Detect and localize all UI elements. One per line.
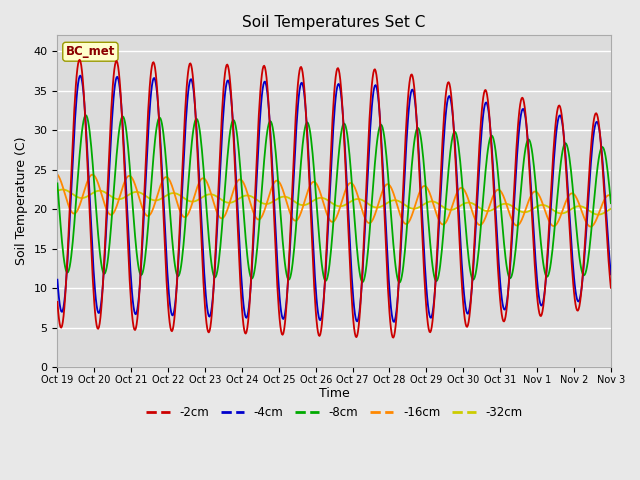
- -4cm: [558, 117, 566, 122]
- Line: -8cm: -8cm: [58, 115, 611, 283]
- -8cm: [176, 271, 184, 276]
- -2cm: [607, 285, 614, 291]
- -4cm: [200, 258, 207, 264]
- -16cm: [54, 172, 61, 178]
- -2cm: [76, 57, 84, 63]
- -16cm: [556, 214, 564, 220]
- -32cm: [607, 206, 614, 212]
- -32cm: [380, 202, 388, 208]
- -8cm: [558, 154, 566, 159]
- -4cm: [380, 189, 388, 195]
- Line: -16cm: -16cm: [58, 175, 611, 227]
- -2cm: [390, 335, 397, 340]
- -16cm: [175, 205, 182, 211]
- -16cm: [199, 175, 207, 181]
- -2cm: [326, 161, 334, 167]
- Line: -32cm: -32cm: [58, 190, 611, 215]
- -8cm: [82, 112, 90, 118]
- -4cm: [390, 319, 398, 325]
- -8cm: [326, 255, 334, 261]
- -8cm: [54, 180, 61, 186]
- -32cm: [59, 187, 67, 192]
- Y-axis label: Soil Temperature (C): Soil Temperature (C): [15, 137, 28, 265]
- X-axis label: Time: Time: [319, 387, 349, 400]
- -4cm: [436, 214, 444, 219]
- -2cm: [436, 199, 444, 205]
- -8cm: [607, 200, 614, 206]
- Line: -4cm: -4cm: [58, 76, 611, 322]
- -4cm: [77, 73, 84, 79]
- -32cm: [557, 211, 564, 216]
- -8cm: [380, 133, 388, 139]
- -8cm: [436, 268, 444, 274]
- -16cm: [587, 224, 595, 229]
- Legend: -2cm, -4cm, -8cm, -16cm, -32cm: -2cm, -4cm, -8cm, -16cm, -32cm: [141, 402, 527, 424]
- -32cm: [176, 192, 184, 198]
- -2cm: [558, 112, 566, 118]
- -32cm: [595, 212, 602, 217]
- -8cm: [396, 280, 403, 286]
- -16cm: [380, 186, 387, 192]
- -32cm: [200, 194, 207, 200]
- -4cm: [176, 236, 184, 242]
- -32cm: [435, 201, 442, 207]
- Line: -2cm: -2cm: [58, 60, 611, 337]
- -8cm: [200, 165, 207, 171]
- -16cm: [326, 217, 333, 223]
- -32cm: [54, 188, 61, 194]
- -2cm: [176, 226, 184, 231]
- -2cm: [54, 299, 61, 305]
- Title: Soil Temperatures Set C: Soil Temperatures Set C: [243, 15, 426, 30]
- -4cm: [607, 272, 614, 277]
- -2cm: [200, 280, 207, 286]
- -16cm: [607, 193, 614, 199]
- -4cm: [326, 180, 334, 186]
- -32cm: [326, 199, 334, 205]
- -2cm: [380, 204, 388, 210]
- -16cm: [434, 215, 442, 221]
- -4cm: [54, 277, 61, 283]
- Text: BC_met: BC_met: [66, 45, 115, 58]
